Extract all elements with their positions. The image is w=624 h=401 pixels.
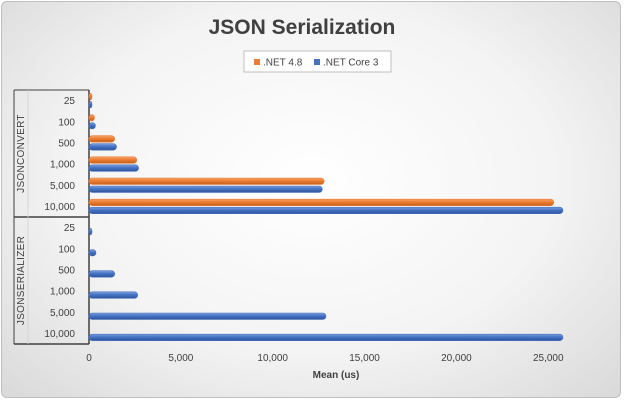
bar (88, 143, 117, 151)
category-tick-label: 500 (58, 138, 75, 149)
x-tick-label: 15,000 (349, 353, 380, 364)
chart-title: JSON Serialization (209, 16, 396, 39)
category-tick-label: 1,000 (50, 287, 75, 298)
bar (88, 185, 323, 193)
category-tick-label: 25 (64, 223, 76, 234)
category-tick-label: 10,000 (44, 329, 75, 340)
plot-area: JSONCONVERT 25 100 500 1,000 5,000 10,000 JSONS… (13, 89, 564, 364)
legend: .NET 4.8 .NET Core 3 (243, 50, 392, 73)
legend-label: .NET 4.8 (263, 58, 303, 69)
legend-swatch (254, 59, 260, 65)
category-tick-label: 5,000 (50, 181, 75, 192)
x-tick-label: 20,000 (441, 353, 472, 364)
x-tick-label: 25,000 (533, 353, 564, 364)
bar (88, 249, 97, 257)
bar (88, 101, 93, 109)
bar (88, 312, 327, 320)
x-tick-label: 0 (86, 353, 92, 364)
bar (88, 135, 116, 143)
x-tick-label: 10,000 (257, 353, 288, 364)
bar (88, 93, 93, 101)
bar (88, 291, 138, 299)
category-tick-label: 1,000 (50, 160, 75, 171)
bar (88, 177, 325, 185)
bar (88, 228, 93, 236)
x-axis-title: Mean (us) (313, 370, 360, 381)
category-tick-label: 500 (58, 265, 75, 276)
bar (88, 164, 139, 172)
category-tick-label: 100 (58, 244, 75, 255)
bar (88, 114, 95, 122)
group-label: JSONSERIALIZER (16, 236, 27, 325)
x-tick-label: 5,000 (168, 353, 193, 364)
category-tick-label: 5,000 (50, 308, 75, 319)
bar (88, 206, 564, 214)
category-tick-label: 100 (58, 117, 75, 128)
legend-label: .NET Core 3 (323, 58, 379, 69)
bar (88, 156, 138, 164)
legend-swatch (314, 59, 320, 65)
bar (88, 270, 116, 278)
category-tick-label: 10,000 (44, 202, 75, 213)
bar (88, 333, 564, 341)
bar (88, 198, 555, 206)
group-label: JSONCONVERT (16, 114, 27, 193)
category-tick-label: 25 (64, 96, 76, 107)
bar (88, 122, 96, 130)
